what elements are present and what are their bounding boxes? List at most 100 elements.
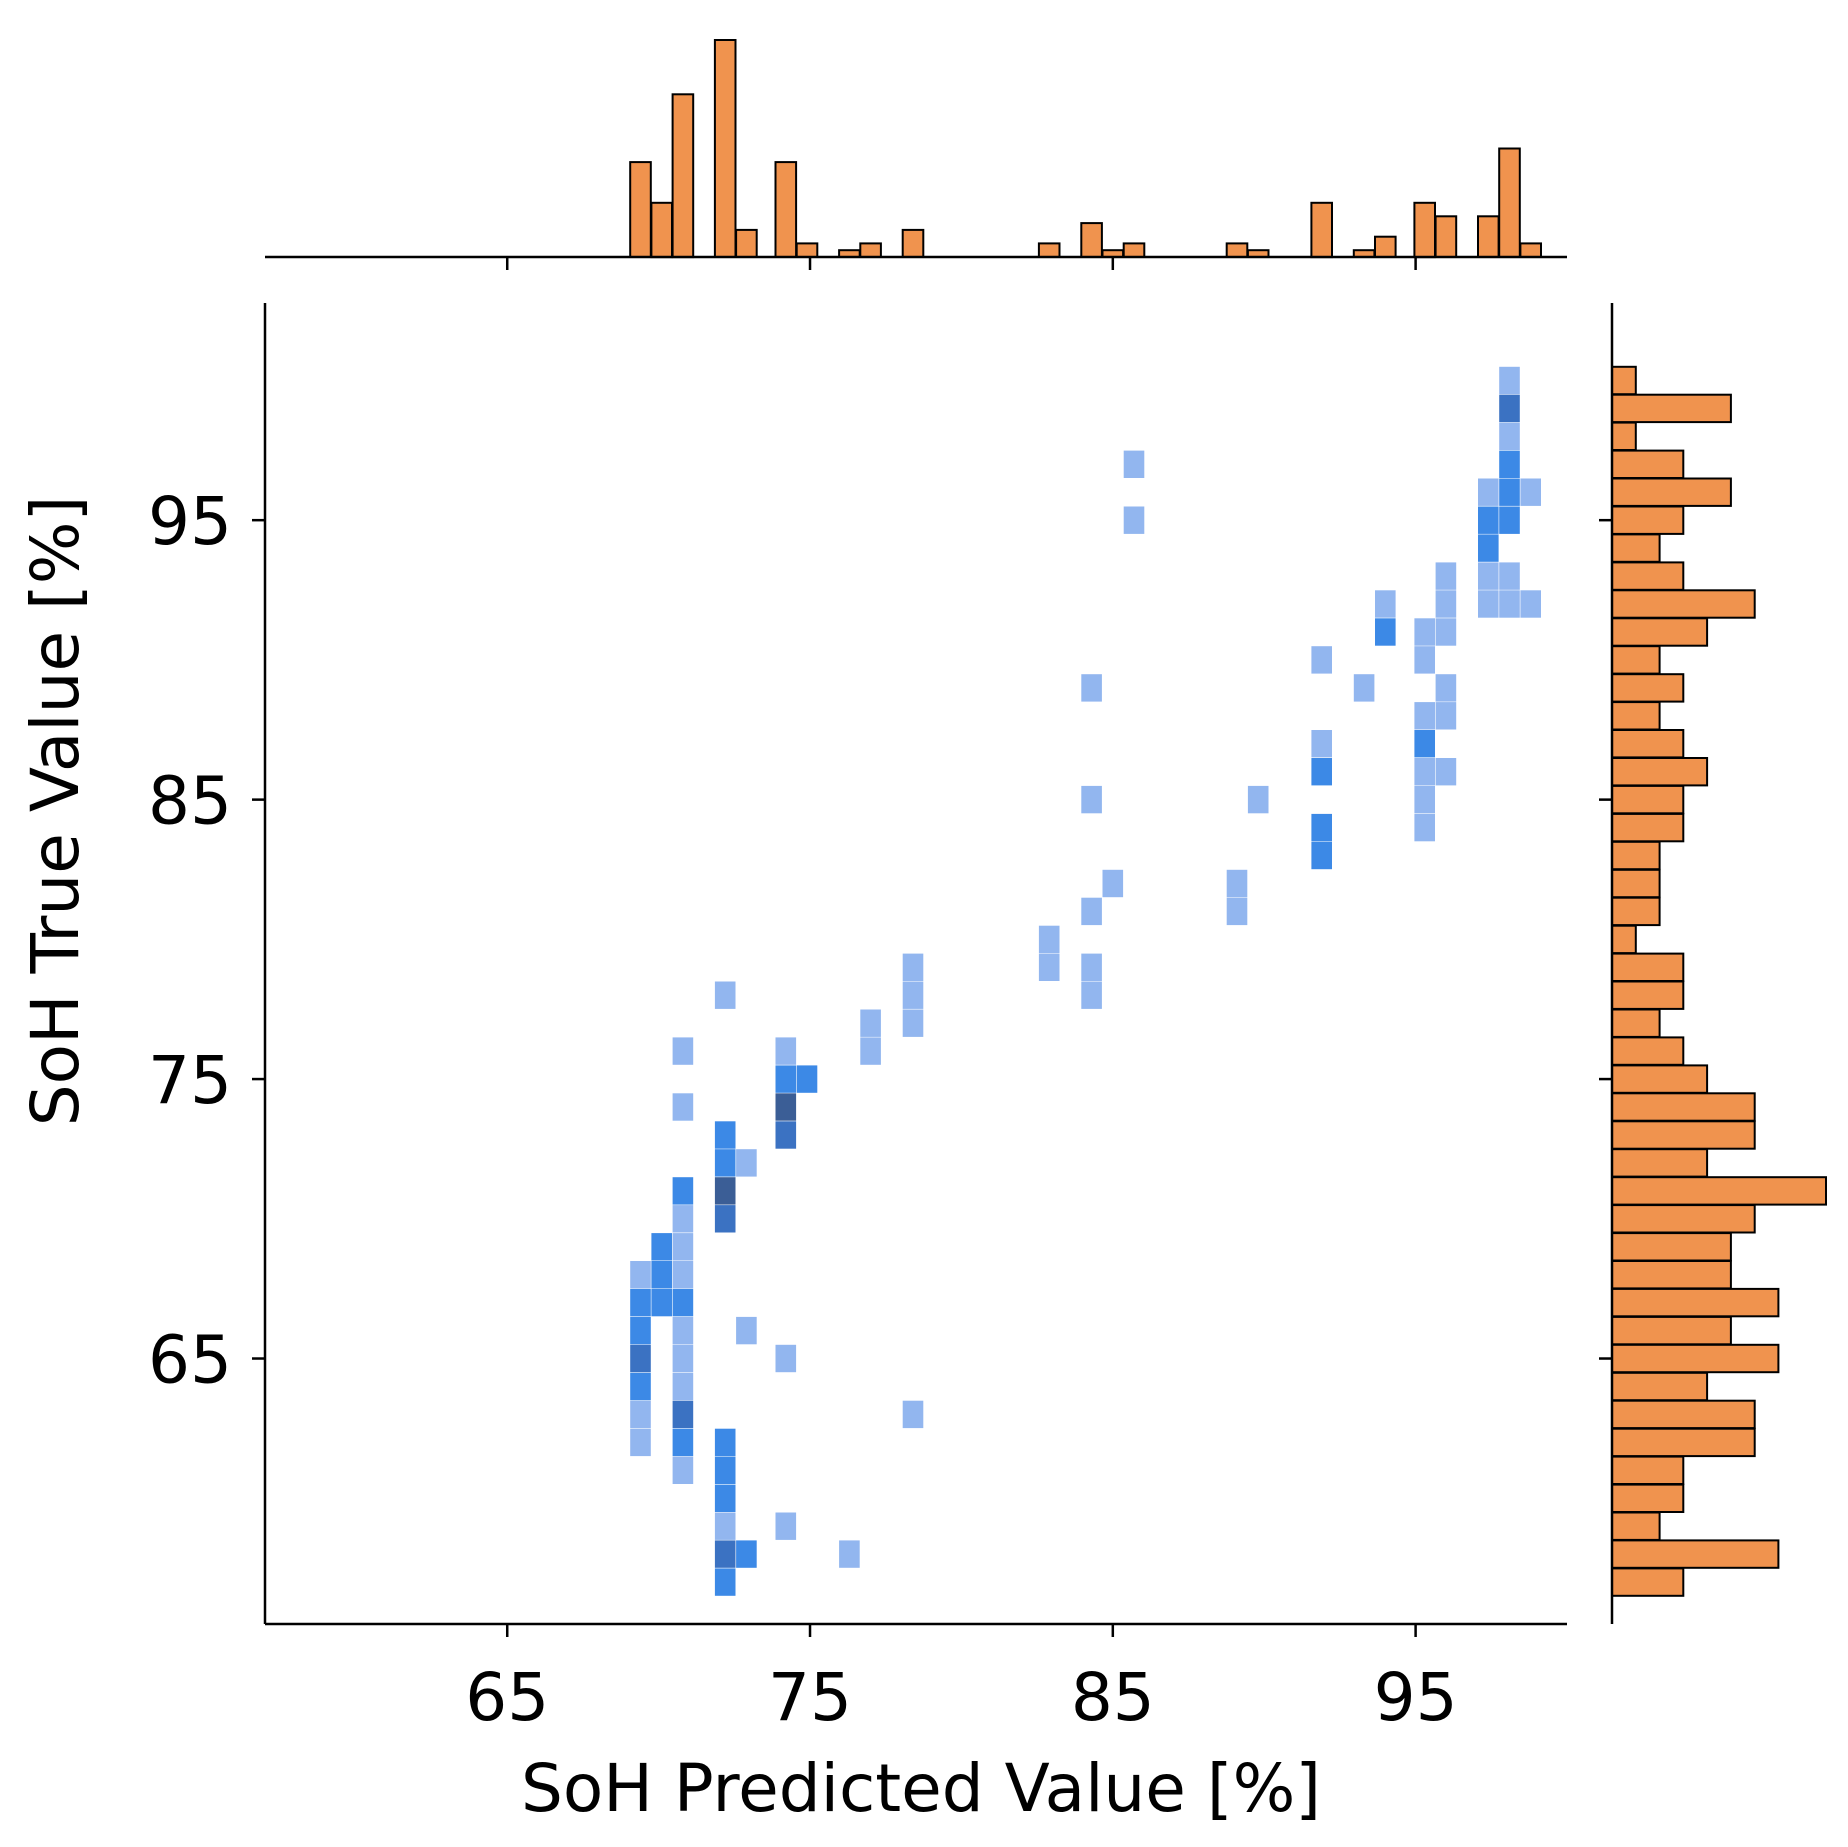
marginal-y-bar — [1611, 1399, 1756, 1430]
heatmap-cell — [1478, 590, 1499, 618]
heatmap-cell — [714, 981, 736, 1009]
heatmap-cell — [1435, 674, 1457, 702]
marginal-x-bar — [1374, 235, 1397, 258]
marginal-x-bar — [1519, 242, 1543, 258]
heatmap-cell — [1311, 758, 1332, 786]
heatmap-cell — [1435, 618, 1457, 646]
heatmap-cell — [630, 1261, 651, 1289]
marginal-y-bar — [1611, 617, 1709, 647]
heatmap-cell — [1435, 702, 1457, 730]
heatmap-cell — [1123, 450, 1145, 478]
heatmap-cell — [775, 1344, 797, 1373]
heatmap-cell — [1038, 925, 1060, 954]
heatmap-cell — [672, 1316, 694, 1345]
heatmap-cell — [1414, 758, 1435, 786]
marginal-y-bar — [1611, 1315, 1732, 1346]
heatmap-cell — [775, 1065, 797, 1093]
marginal-y-bar — [1611, 421, 1637, 452]
x-tick-label: 75 — [768, 1659, 852, 1736]
heatmap-cell — [630, 1400, 651, 1429]
marginal-x-bar — [1310, 201, 1334, 259]
heatmap-cell — [1414, 618, 1435, 646]
heatmap-cell — [1499, 478, 1520, 506]
marginal-x-bar — [774, 161, 798, 259]
heatmap-cell — [714, 1568, 736, 1596]
heatmap-cell — [1414, 730, 1435, 758]
marginal-x-bar — [1080, 222, 1103, 259]
marginal-y-bar — [1611, 1064, 1709, 1094]
heatmap-cell — [796, 1065, 818, 1093]
heatmap-cell — [1081, 897, 1102, 926]
marginal-y-bar — [1611, 1483, 1685, 1513]
marginal-y-bar — [1611, 393, 1732, 424]
heatmap-cell — [1520, 590, 1541, 618]
heatmap-cell — [1226, 869, 1248, 898]
heatmap-cell — [714, 1484, 736, 1512]
marginal-x-bar — [1122, 242, 1146, 258]
heatmap-cell — [736, 1316, 757, 1345]
marginal-y-bar — [1611, 673, 1685, 703]
heatmap-cell — [672, 1261, 694, 1289]
marginal-y-bar — [1611, 589, 1756, 619]
marginal-y-bar — [1611, 924, 1637, 955]
marginal-x-bar — [1225, 242, 1249, 258]
heatmap-cell — [1478, 506, 1499, 534]
heatmap-cell — [775, 1121, 797, 1149]
marginal-x-bar — [713, 39, 737, 258]
heatmap-cell — [1499, 562, 1520, 590]
heatmap-cell — [1123, 506, 1145, 534]
marginal-x-bar — [1498, 147, 1521, 258]
heatmap-cell — [1226, 897, 1248, 926]
heatmap-cell — [1081, 674, 1102, 702]
marginal-y-bar — [1611, 1511, 1661, 1541]
y-tick-label: 95 — [148, 483, 232, 560]
marginal-y-bar — [1611, 896, 1661, 927]
heatmap-cell — [1375, 590, 1396, 618]
marginal-y-bar — [1611, 784, 1685, 815]
marginal-y-bar — [1611, 1567, 1685, 1597]
marginal-y-bar — [1611, 1539, 1780, 1569]
marginal-y-bar — [1611, 1092, 1756, 1122]
marginal-y-bar — [1611, 1287, 1780, 1318]
heatmap-cell — [1311, 730, 1332, 758]
heatmap-cell — [651, 1288, 672, 1317]
marginal-y-bar — [1611, 1455, 1685, 1485]
heatmap-cell — [672, 1400, 694, 1429]
heatmap-cell — [630, 1316, 651, 1345]
heatmap-cell — [1311, 646, 1332, 674]
marginal-y-bar — [1611, 812, 1685, 843]
heatmap-cell — [1414, 646, 1435, 674]
marginal-y-bar — [1611, 757, 1709, 787]
heatmap-cell — [1435, 562, 1457, 590]
marginal-x-bar — [650, 201, 674, 259]
marginal-y-bar — [1611, 701, 1661, 731]
marginal-x-bar — [629, 161, 652, 259]
heatmap-cell — [1311, 813, 1332, 842]
marginal-y-bar — [1611, 729, 1685, 759]
marginal-y-bar — [1611, 1008, 1661, 1038]
heatmap-cell — [902, 953, 924, 981]
heatmap-cell — [902, 1009, 924, 1037]
marginal-y-bar — [1611, 980, 1685, 1010]
marginal-x-bar — [795, 242, 819, 258]
heatmap-cell — [630, 1288, 651, 1317]
marginal-y-bar — [1611, 449, 1685, 480]
heatmap-cell — [1081, 785, 1102, 814]
marginal-y-bar — [1611, 1260, 1732, 1290]
heatmap-cell — [1081, 981, 1102, 1009]
marginal-y-bar — [1611, 868, 1661, 899]
heatmap-cell — [1102, 869, 1124, 898]
heatmap-cell — [1414, 702, 1435, 730]
heatmap-cell — [736, 1149, 757, 1177]
heatmap-cell — [672, 1344, 694, 1373]
heatmap-cell — [1375, 618, 1396, 646]
x-axis-label: SoH Predicted Value [%] — [521, 1750, 1321, 1827]
marginal-x-bar — [859, 242, 882, 258]
heatmap-cell — [714, 1428, 736, 1457]
marginal-y-bar — [1611, 365, 1637, 396]
marginal-x-bar — [735, 228, 758, 258]
heatmap-cell — [672, 1233, 694, 1261]
marginal-y-bar — [1611, 1204, 1756, 1234]
heatmap-cell — [902, 1400, 924, 1429]
